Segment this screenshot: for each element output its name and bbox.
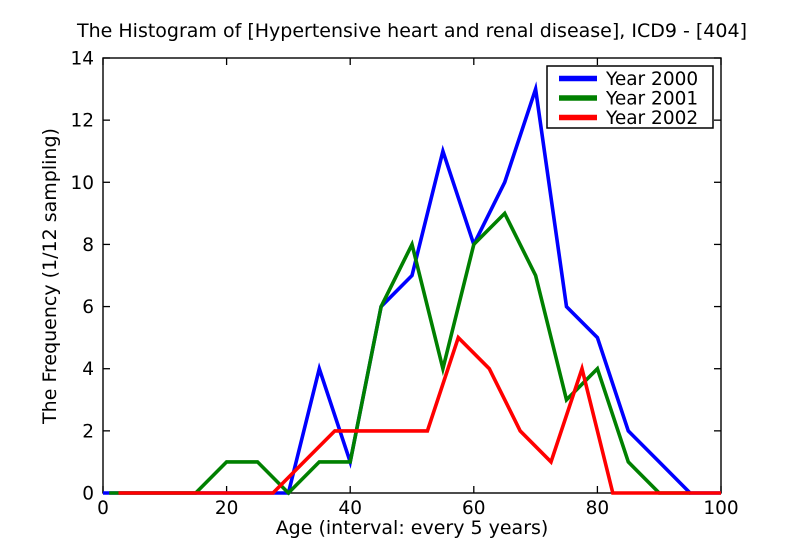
x-tick-label: 100 <box>703 498 738 519</box>
x-tick-label: 40 <box>338 498 362 519</box>
legend-item-label: Year 2002 <box>605 108 698 129</box>
x-tick-label: 60 <box>462 498 486 519</box>
y-tick-label: 10 <box>70 173 94 194</box>
y-tick-label: 14 <box>70 49 94 70</box>
x-axis-label: Age (interval: every 5 years) <box>276 517 549 539</box>
x-tick-label: 80 <box>586 498 610 519</box>
y-tick-label: 12 <box>70 111 94 132</box>
series-line-year-2001 <box>109 210 691 496</box>
legend-item-label: Year 2000 <box>605 69 698 90</box>
x-tick-label: 0 <box>97 498 109 519</box>
y-tick-label: 8 <box>82 235 94 256</box>
y-tick-label: 6 <box>82 297 94 318</box>
y-tick-label: 2 <box>82 421 94 442</box>
x-tick-label: 20 <box>215 498 239 519</box>
y-tick-label: 4 <box>82 359 94 380</box>
series-line-year-2002 <box>118 334 721 495</box>
y-axis-label: The Frequency (1/12 sampling) <box>39 128 61 425</box>
legend-item-label: Year 2001 <box>605 89 698 110</box>
y-tick-label: 0 <box>82 484 94 505</box>
plot-frame <box>102 57 722 494</box>
chart-title: The Histogram of [Hypertensive heart and… <box>76 20 747 42</box>
